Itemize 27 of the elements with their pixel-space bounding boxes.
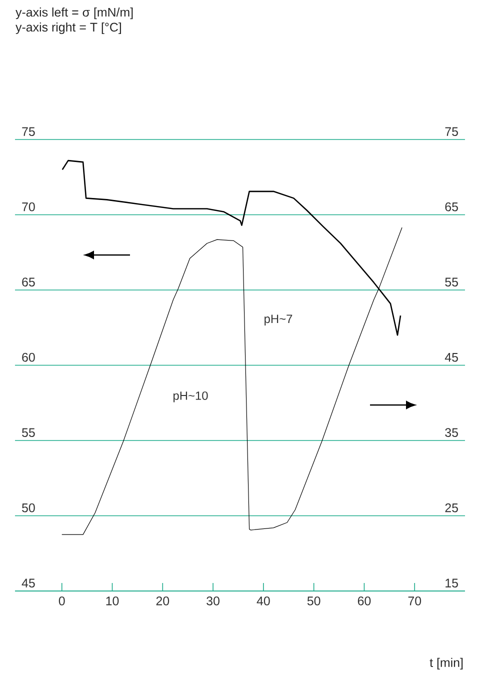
annotation: pH~10 [173, 391, 208, 402]
x-tick-label: 30 [206, 596, 220, 606]
x-tick-label: 70 [408, 596, 422, 606]
x-tick-label: 20 [156, 596, 170, 606]
y-tick-label: 65 [22, 278, 35, 286]
y2-tick-label: 55 [445, 278, 458, 286]
y2-tick-label: 45 [444, 353, 458, 362]
y2-tick-label: 15 [446, 578, 458, 588]
y-tick-label: 45 [22, 578, 35, 588]
y-tick-label: 50 [22, 503, 35, 512]
x-axis-title: t [min] [430, 658, 463, 670]
y2-tick-label: 75 [445, 127, 458, 136]
y-tick-label: 70 [22, 202, 35, 212]
x-tick-label: 60 [358, 596, 371, 606]
text: y-axis left = σ [mN/m] [16, 8, 133, 20]
y-tick-label: 55 [22, 428, 35, 437]
x-tick-label: 10 [106, 596, 119, 606]
x-tick-label: 40 [256, 596, 270, 606]
x-tick-label: 50 [307, 596, 320, 606]
annotation: pH~7 [264, 314, 292, 326]
text: y-axis right = T [°C] [16, 22, 121, 34]
y-tick-label: 60 [22, 352, 35, 362]
x-tick-label: 0 [58, 596, 65, 606]
y2-tick-label: 25 [445, 503, 458, 512]
y-tick-label: 75 [22, 127, 35, 136]
y2-tick-label: 65 [445, 202, 458, 212]
y2-tick-label: 35 [445, 428, 458, 437]
